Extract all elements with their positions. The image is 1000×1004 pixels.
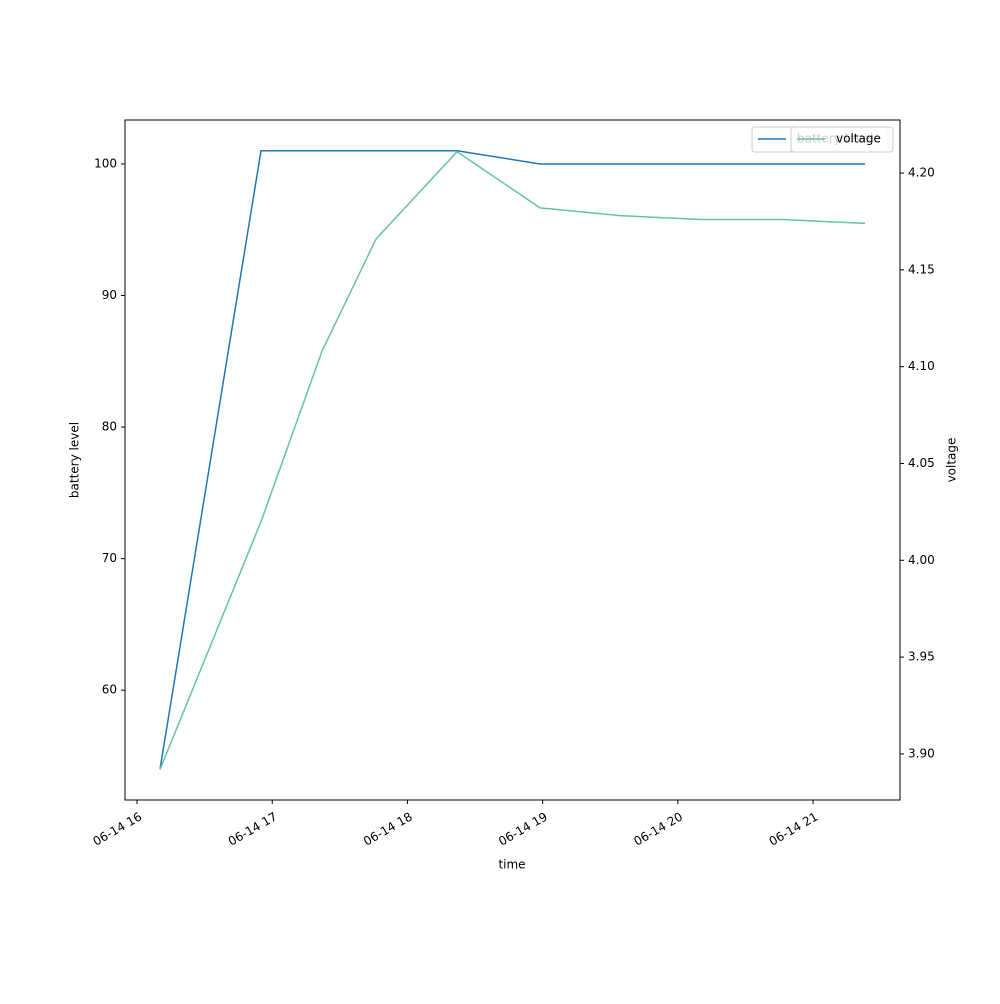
y-tick-label: 70	[102, 551, 117, 565]
x-tick-label: 06-14 21	[767, 810, 821, 849]
legend-label: voltage	[836, 132, 881, 146]
y2-tick-label: 4.20	[908, 166, 935, 180]
y2-tick-label: 4.15	[908, 262, 935, 276]
y2-tick-label: 4.10	[908, 359, 935, 373]
y-tick-label: 60	[102, 683, 117, 697]
x-tick-label: 06-14 19	[496, 810, 550, 849]
x-axis-label: time	[498, 858, 525, 872]
x-tick-label: 06-14 16	[91, 810, 145, 849]
y2-tick-label: 3.95	[908, 650, 935, 664]
y2-tick-label: 3.90	[908, 746, 935, 760]
y2-axis-label: voltage	[945, 438, 959, 483]
x-tick-label: 06-14 20	[631, 810, 685, 849]
y-tick-label: 80	[102, 420, 117, 434]
y-tick-label: 100	[94, 156, 117, 170]
series-line	[159, 150, 866, 770]
plot-frame	[124, 119, 901, 801]
y-axis-label: battery level	[68, 422, 82, 498]
x-tick-label: 06-14 17	[226, 810, 280, 849]
y2-tick-label: 4.05	[908, 456, 935, 470]
y-tick-label: 90	[102, 288, 117, 302]
legend-box	[790, 126, 894, 153]
x-tick-label: 06-14 18	[361, 810, 415, 849]
series-line	[159, 150, 866, 770]
y2-tick-label: 4.00	[908, 553, 935, 567]
